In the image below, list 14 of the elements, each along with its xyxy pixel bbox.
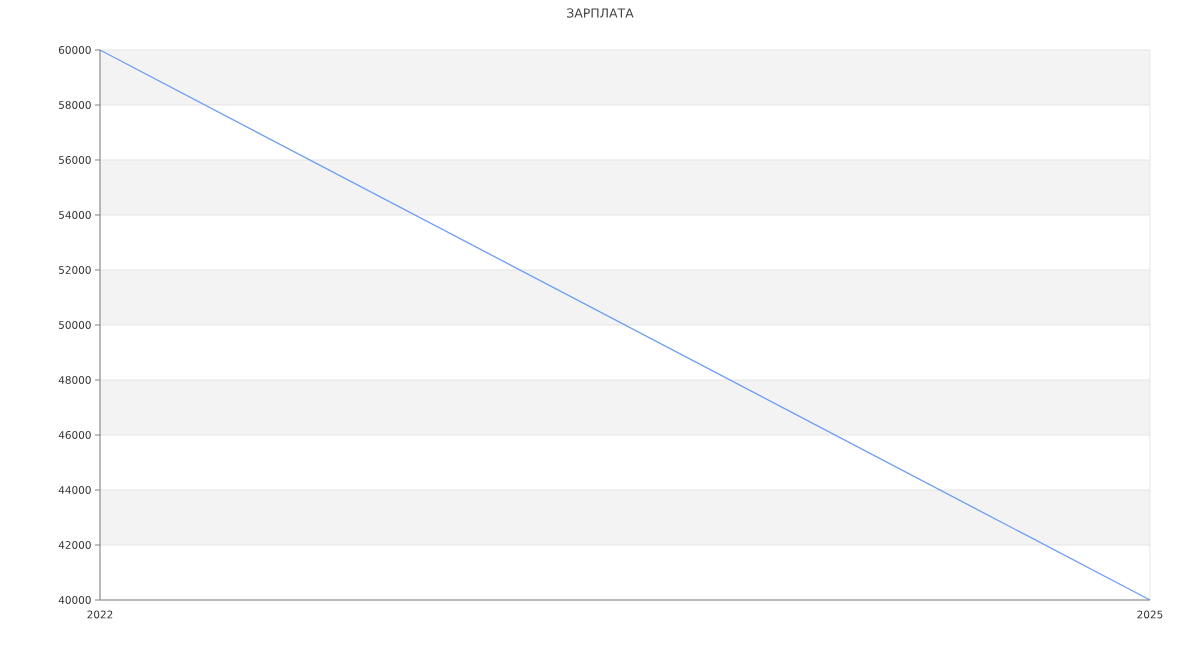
y-tick-label: 50000 (59, 321, 91, 329)
y-tick-label: 46000 (58, 431, 91, 439)
y-tick-label: 48000 (58, 376, 91, 384)
y-tick-label: 44000 (58, 486, 91, 494)
chart-title: ЗАРПЛАТА (567, 8, 634, 18)
y-tick-label: 56000 (59, 156, 91, 164)
x-tick-label: 2025 (1137, 610, 1163, 619)
x-tick-label: 2022 (87, 610, 113, 619)
y-tick-label: 54000 (59, 211, 91, 219)
y-tick-label: 52000 (59, 266, 91, 274)
y-tick-label: 58000 (59, 101, 91, 109)
y-tick-label: 42000 (58, 541, 91, 549)
y-tick-label: 40000 (58, 596, 91, 604)
y-tick-label: 60000 (58, 46, 91, 54)
